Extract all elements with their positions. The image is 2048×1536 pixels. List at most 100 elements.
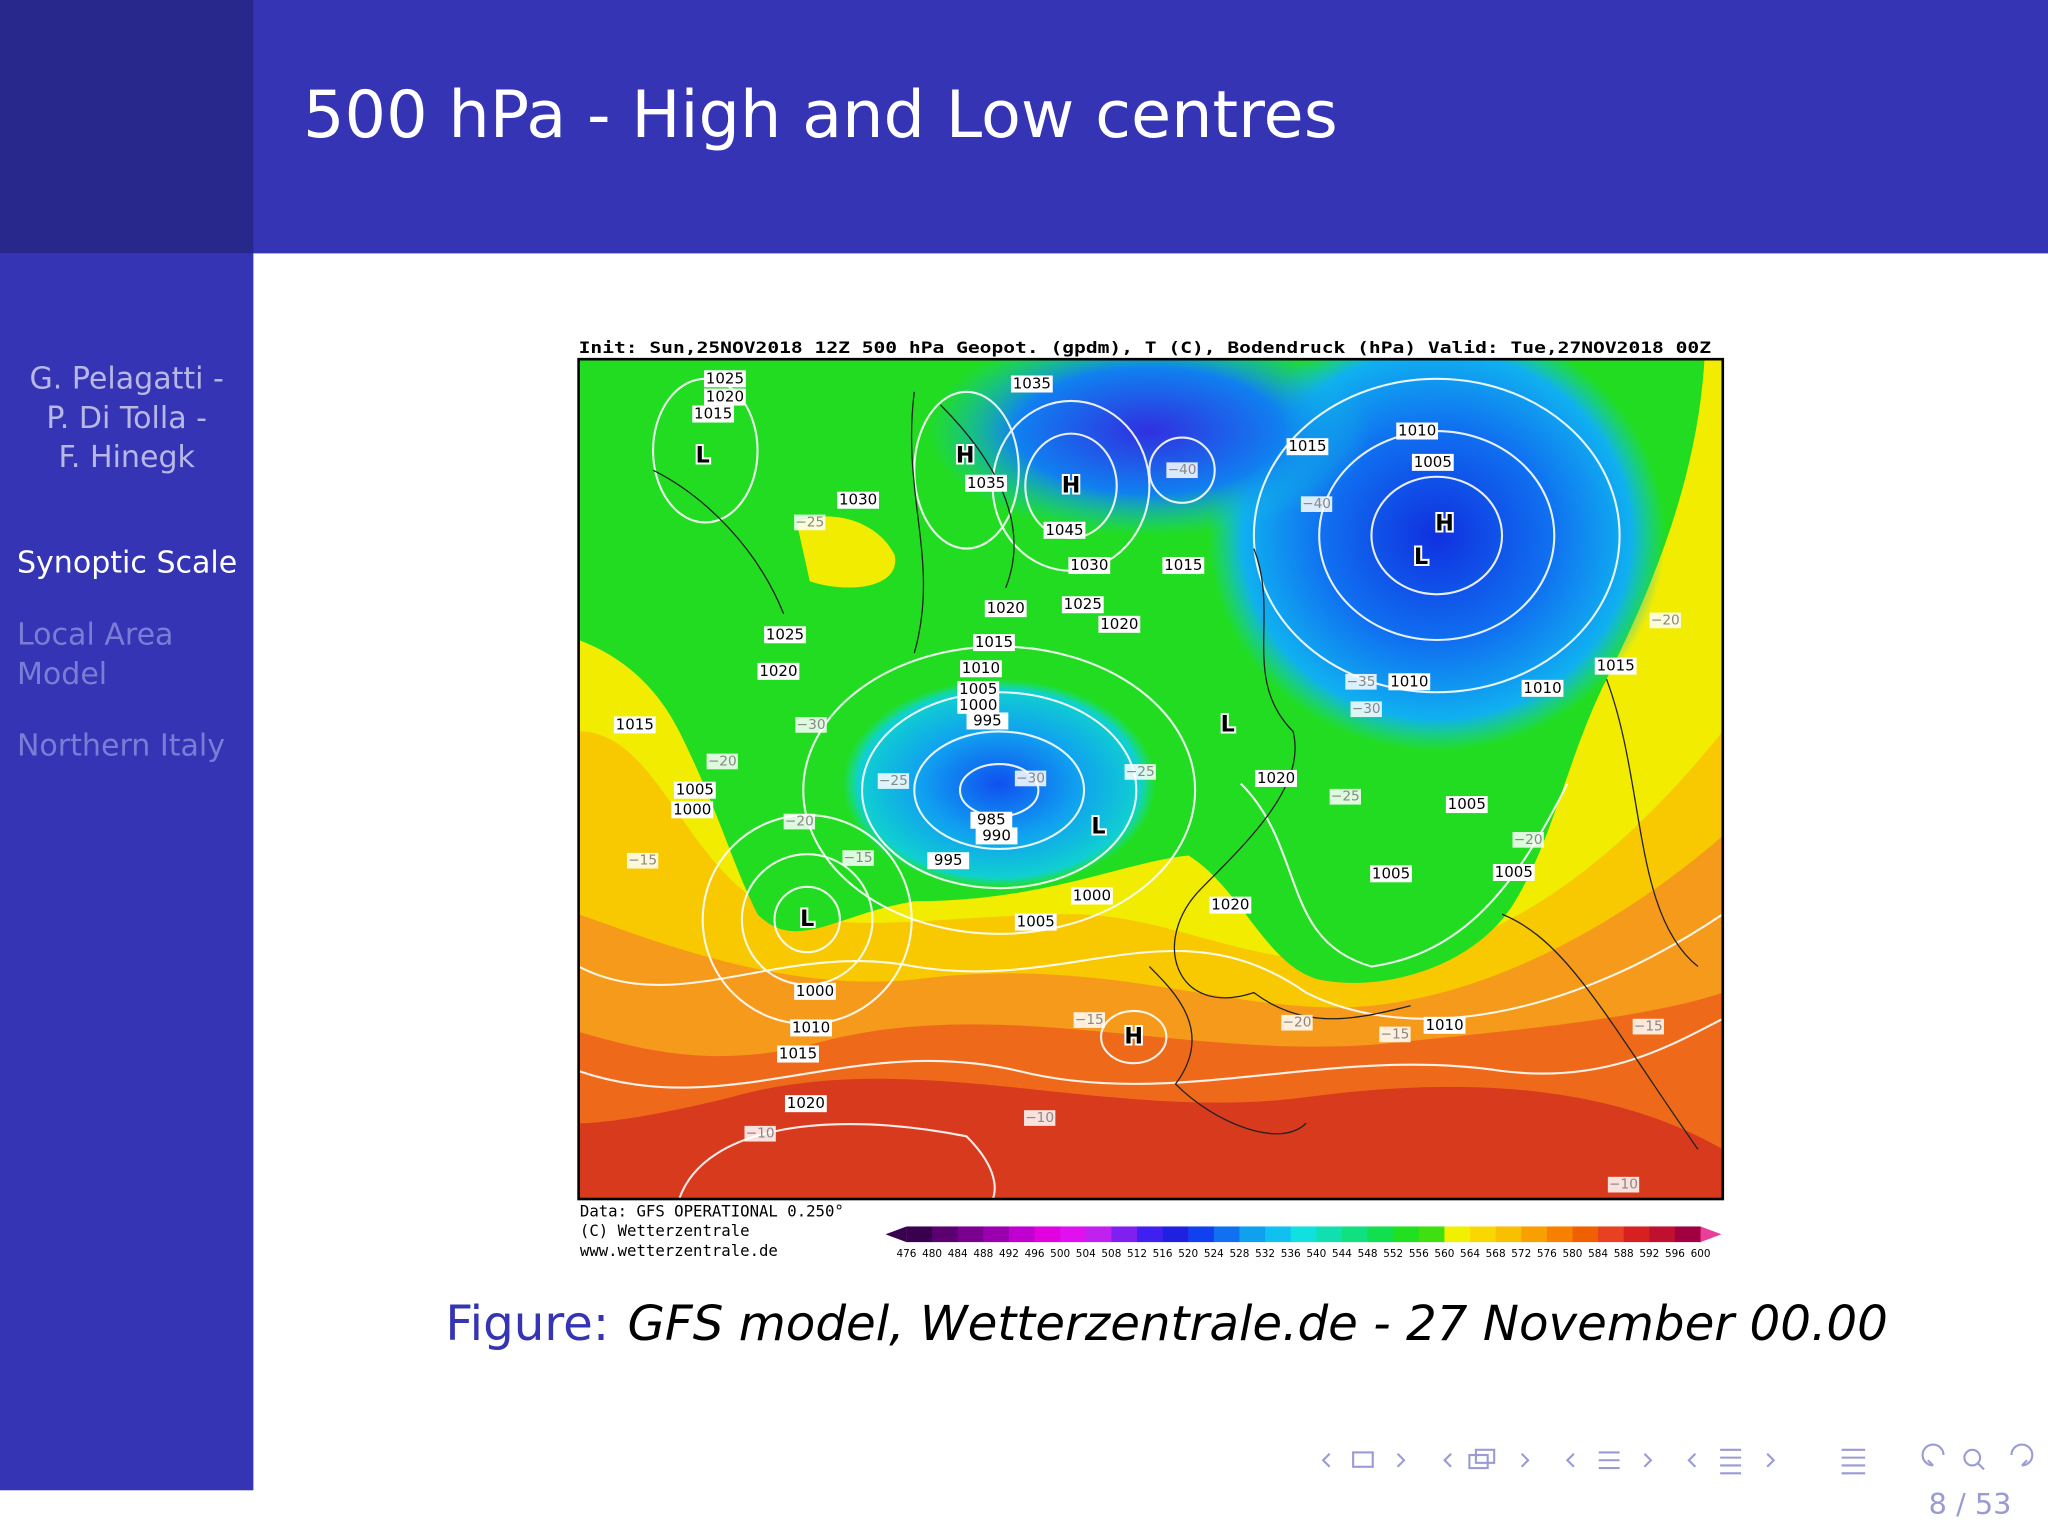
header-bar bbox=[0, 0, 2048, 254]
temperature-label-box bbox=[706, 753, 738, 770]
map-field bbox=[842, 679, 1156, 889]
isobar-label: 1035 bbox=[967, 474, 1005, 492]
colorbar-cell bbox=[1085, 1226, 1112, 1243]
colorbar-label: 480 bbox=[922, 1248, 942, 1260]
colorbar-label: 540 bbox=[1306, 1248, 1326, 1260]
isobar-label-box bbox=[1388, 673, 1431, 691]
isobar-label: 1025 bbox=[1064, 595, 1102, 613]
temperature-label: −10 bbox=[1025, 1110, 1054, 1126]
isobar-label: 1020 bbox=[759, 662, 797, 680]
isobar-label-box bbox=[784, 1095, 827, 1113]
isobar-label-box bbox=[673, 781, 716, 799]
isobar-label: 995 bbox=[934, 851, 963, 869]
isobar-label: 1020 bbox=[1100, 615, 1138, 633]
isobar-label: 1045 bbox=[1045, 521, 1083, 539]
isobar-label-box bbox=[957, 681, 1000, 699]
colorbar-label: 584 bbox=[1588, 1248, 1608, 1260]
isobar-label-box bbox=[704, 388, 746, 406]
colorbar-cell bbox=[1546, 1226, 1574, 1243]
temperature-label-box bbox=[1379, 1026, 1411, 1043]
isobar-label-box bbox=[1255, 769, 1297, 787]
section-link[interactable]: Synoptic Scale bbox=[17, 546, 237, 581]
colorbar-cell bbox=[1213, 1226, 1240, 1243]
isobar-label-box bbox=[1043, 521, 1086, 539]
sidebar bbox=[0, 253, 254, 1491]
isobar-label: 1030 bbox=[839, 491, 877, 509]
colorbar-label: 508 bbox=[1101, 1248, 1121, 1260]
colorbar-cell bbox=[1137, 1226, 1164, 1243]
colorbar-label: 524 bbox=[1204, 1248, 1224, 1260]
temperature-label-box bbox=[1073, 1012, 1105, 1028]
isobar-label-box bbox=[1286, 438, 1329, 456]
map-frame bbox=[577, 357, 1725, 1201]
author: P. Di Tolla - bbox=[46, 401, 207, 436]
temperature-label: −25 bbox=[1331, 789, 1360, 805]
colorbar-label: 484 bbox=[948, 1248, 968, 1260]
caption-label: Figure: bbox=[445, 1296, 609, 1352]
section-link[interactable]: Local Area bbox=[17, 618, 174, 653]
colorbar-cell bbox=[1495, 1226, 1522, 1243]
isobar-label-box bbox=[1423, 1016, 1466, 1034]
temperature-label: −30 bbox=[1016, 770, 1045, 786]
isobar-label-box bbox=[1014, 913, 1057, 931]
colorbar-label: 552 bbox=[1383, 1248, 1403, 1260]
colorbar-label: 556 bbox=[1409, 1248, 1429, 1260]
isobar-label: 1015 bbox=[616, 715, 654, 733]
temperature-label-box bbox=[1512, 832, 1544, 848]
colorbar-label: 516 bbox=[1153, 1248, 1173, 1260]
section-link[interactable]: Model bbox=[17, 657, 107, 692]
author: G. Pelagatti - bbox=[30, 362, 224, 397]
isobar-label: 1020 bbox=[1211, 896, 1249, 914]
isobar-label-box bbox=[960, 660, 1002, 678]
colorbar-cell bbox=[1008, 1226, 1036, 1243]
colorbar-cell bbox=[1598, 1226, 1625, 1243]
isobar-label: 1010 bbox=[1523, 679, 1561, 697]
isobar-label-box bbox=[1162, 557, 1205, 575]
temperature-label-box bbox=[626, 852, 659, 869]
temperature-label-box bbox=[842, 850, 874, 866]
isobar-label-box bbox=[671, 801, 714, 819]
colorbar-label: 544 bbox=[1332, 1248, 1352, 1260]
colorbar-cell bbox=[1290, 1226, 1317, 1243]
isobar-label-box bbox=[1411, 453, 1454, 471]
pressure-centre: H bbox=[1124, 1024, 1143, 1050]
isobar-label: 1000 bbox=[1073, 887, 1111, 905]
isobar-label: 1030 bbox=[1070, 556, 1108, 574]
isobar-label: 1015 bbox=[779, 1045, 817, 1063]
isobar-label: 1020 bbox=[706, 388, 744, 406]
temperature-label-box bbox=[795, 717, 827, 733]
isobar-label-box bbox=[1594, 657, 1637, 675]
colorbar-label: 564 bbox=[1460, 1248, 1480, 1260]
isobar-label-box bbox=[984, 600, 1027, 618]
isobar-label: 1035 bbox=[1013, 375, 1051, 393]
colorbar-cell bbox=[957, 1226, 984, 1243]
temperature-label: −25 bbox=[795, 514, 824, 530]
section-link[interactable]: Northern Italy bbox=[17, 729, 225, 764]
colorbar-cell bbox=[1572, 1226, 1599, 1243]
isobar-label-box bbox=[927, 852, 970, 870]
colorbar-cell bbox=[1239, 1226, 1266, 1243]
temperature-label: −30 bbox=[797, 717, 826, 733]
isobar-label: 1015 bbox=[1288, 437, 1326, 455]
header-corner bbox=[0, 0, 254, 254]
isobar-label: 1005 bbox=[1372, 864, 1410, 882]
isobar-label-box bbox=[1010, 375, 1053, 393]
colorbar-label: 476 bbox=[896, 1248, 916, 1260]
map-credit: Data: GFS OPERATIONAL 0.250° bbox=[580, 1202, 844, 1221]
caption-text: GFS model, Wetterzentrale.de - 27 Novemb… bbox=[627, 1296, 1887, 1352]
isobar-label-box bbox=[975, 827, 1018, 845]
isobar-label: 995 bbox=[973, 711, 1002, 729]
temperature-label-box bbox=[877, 773, 910, 789]
temperature-label: −10 bbox=[746, 1126, 775, 1142]
navigation[interactable] bbox=[1321, 1443, 2034, 1475]
colorbar-label: 600 bbox=[1691, 1248, 1711, 1260]
temperature-label: −20 bbox=[1651, 612, 1680, 628]
isobar-label: 1000 bbox=[796, 982, 834, 1000]
temperature-label: −35 bbox=[1347, 674, 1376, 690]
colorbar-label: 500 bbox=[1050, 1248, 1070, 1260]
pressure-centre: H bbox=[1062, 472, 1081, 498]
colorbar-label: 572 bbox=[1511, 1248, 1531, 1260]
caption: Figure: GFS model, Wetterzentrale.de - 27… bbox=[445, 1296, 1887, 1352]
